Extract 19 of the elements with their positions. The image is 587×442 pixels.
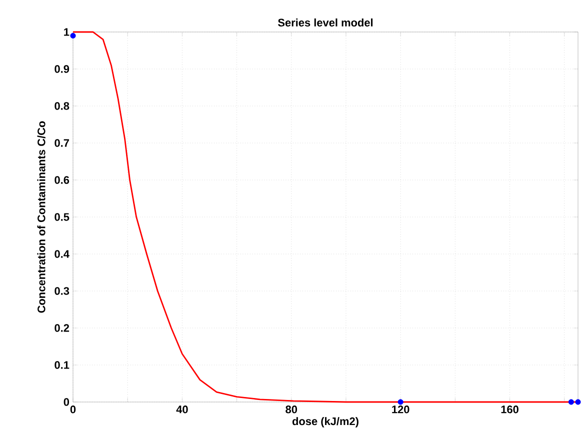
x-tick-label: 40 [176, 406, 188, 414]
x-tick-label: 80 [286, 406, 298, 414]
y-tick-label: 0.9 [54, 65, 70, 73]
x-tick-label: 160 [501, 406, 518, 414]
y-tick-label: 0.6 [54, 176, 70, 184]
chart-title: Series level model [278, 18, 373, 26]
x-axis-title: dose (kJ/m2) [292, 417, 358, 428]
y-tick-label: 0.8 [54, 102, 70, 110]
y-tick-label: 0.2 [54, 324, 70, 332]
y-tick-label: 0.3 [54, 287, 70, 295]
y-tick-label: 0.7 [54, 139, 69, 147]
y-tick-label: 0.1 [54, 361, 70, 369]
x-tick-label: 120 [392, 406, 410, 414]
y-axis-title: Concentration of Contaminants C/Co [37, 121, 46, 313]
x-tick-label: 0 [70, 406, 76, 414]
y-tick-label: 0 [64, 398, 70, 406]
y-tick-label: 0.5 [54, 213, 70, 221]
y-tick-label: 1 [64, 28, 70, 36]
y-tick-label: 0.4 [54, 250, 70, 258]
